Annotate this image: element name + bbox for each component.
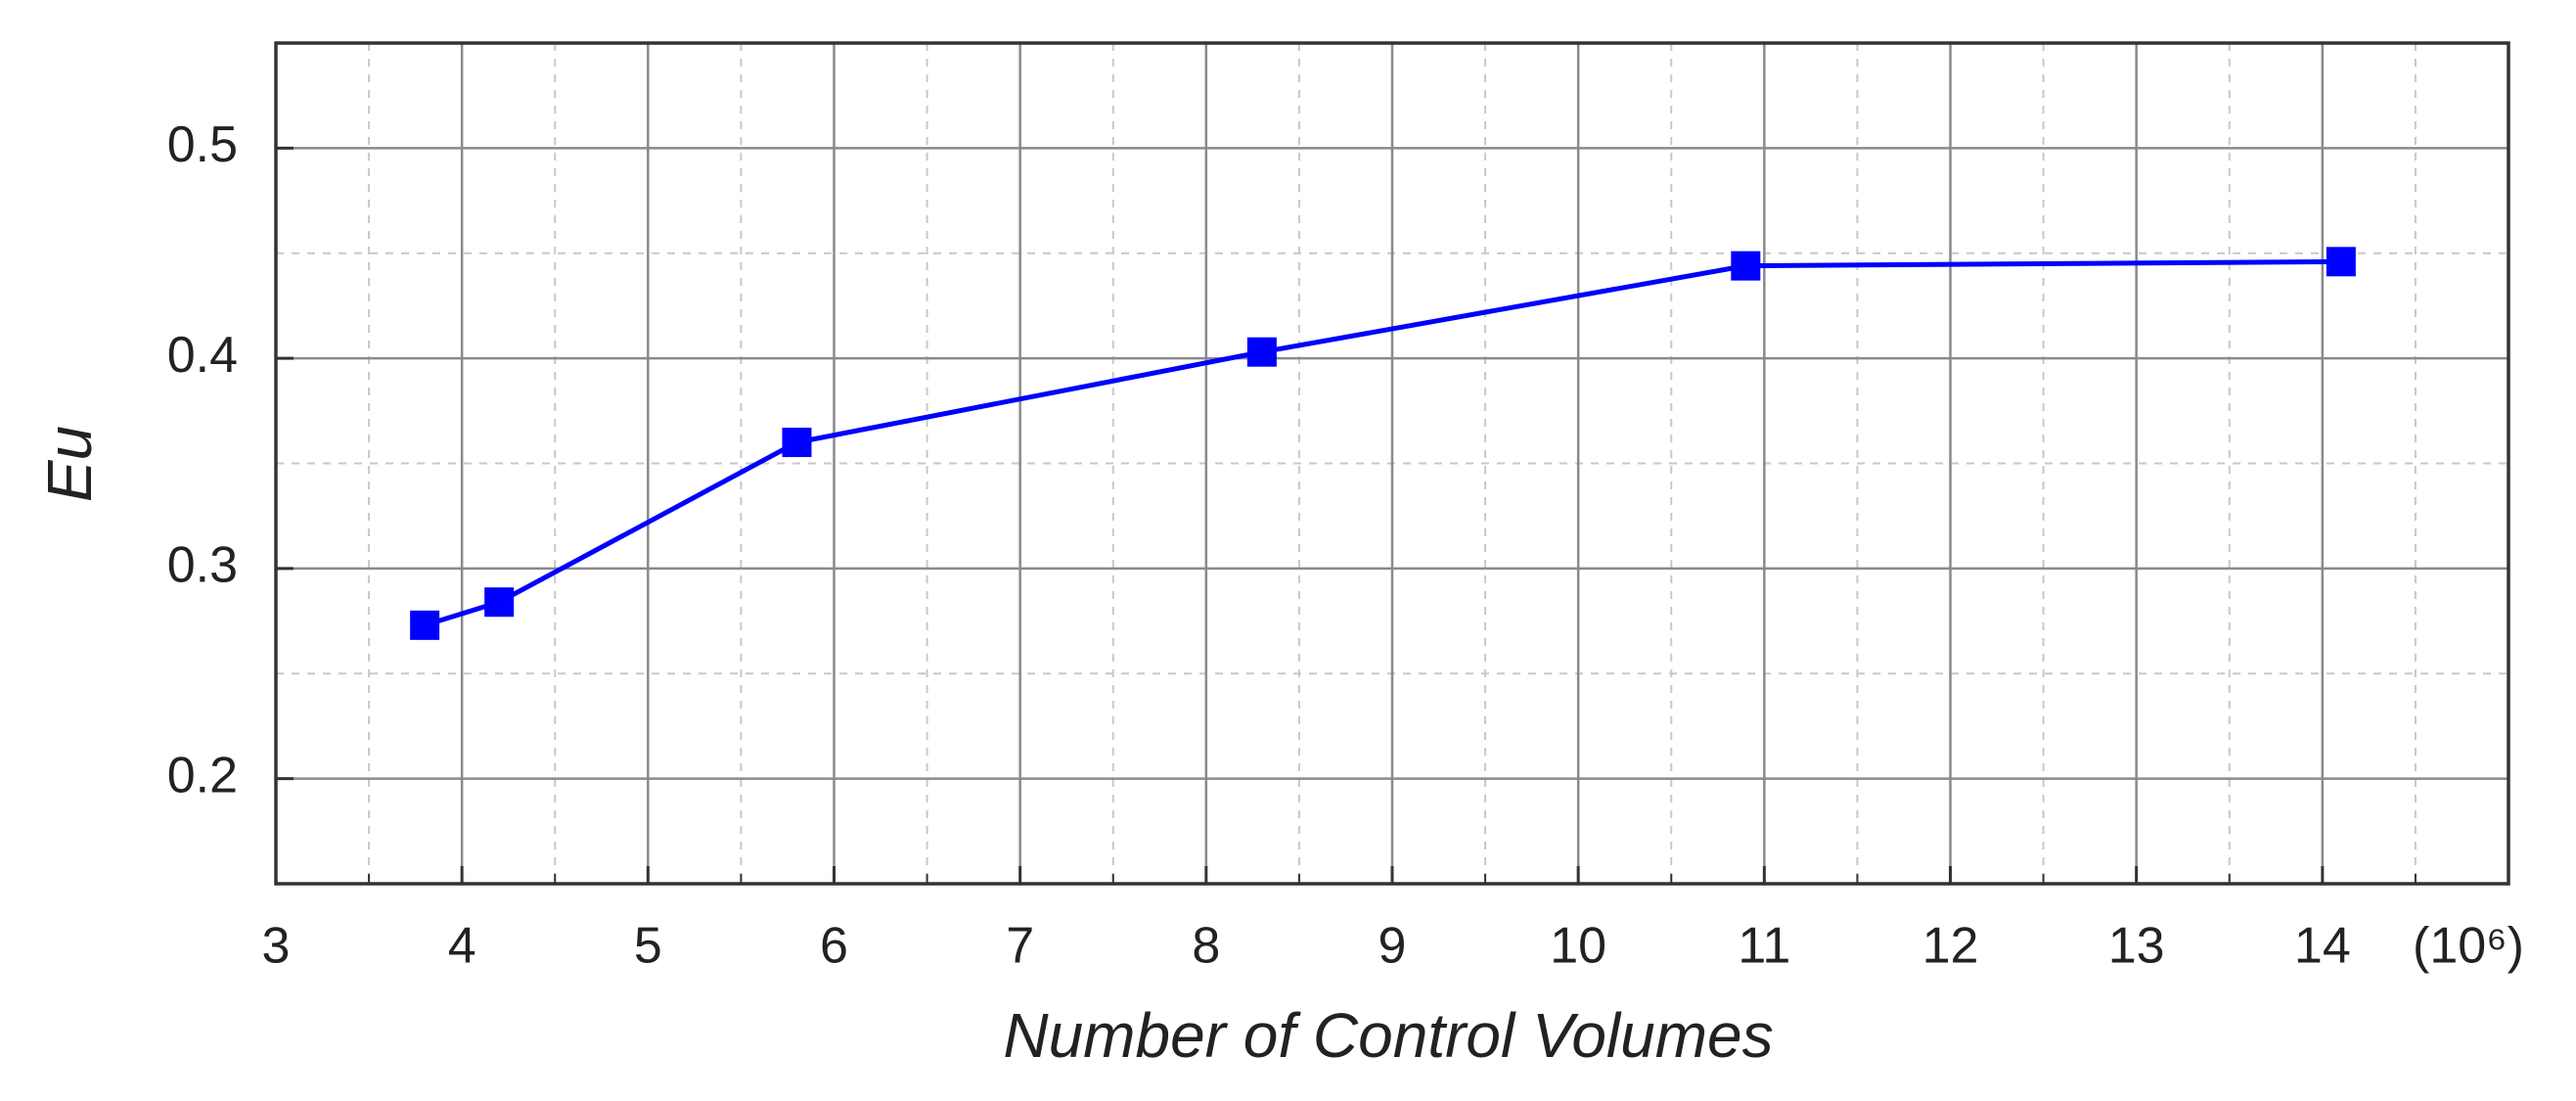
x-tick-label: 9 <box>1378 918 1407 975</box>
x-axis-title: Number of Control Volumes <box>1003 1000 1773 1071</box>
y-tick-label: 0.5 <box>167 116 238 173</box>
data-marker <box>410 610 440 640</box>
data-marker <box>1246 337 1277 367</box>
x-tick-label: 11 <box>1738 918 1790 975</box>
data-marker <box>1731 251 1761 281</box>
x-tick-label: 5 <box>634 918 662 975</box>
x-tick-label: 3 <box>262 918 291 975</box>
x-tick-label: 7 <box>1006 918 1034 975</box>
x-tick-label: 6 <box>820 918 848 975</box>
data-marker <box>782 428 812 458</box>
data-marker <box>484 587 515 618</box>
y-tick-label: 0.4 <box>167 327 238 384</box>
x-unit-label: (10⁶) <box>2413 918 2524 975</box>
x-tick-label: 14 <box>2294 918 2351 975</box>
data-marker <box>2326 247 2356 277</box>
y-tick-label: 0.2 <box>167 747 238 803</box>
x-tick-label: 8 <box>1192 918 1220 975</box>
x-tick-label: 10 <box>1550 918 1606 975</box>
plot-frame <box>274 41 2510 886</box>
x-tick-label: 4 <box>448 918 476 975</box>
y-tick-label: 0.3 <box>167 537 238 594</box>
x-tick-label: 12 <box>1922 918 1979 975</box>
data-line <box>424 258 2341 628</box>
y-axis-title: Eu <box>34 426 105 502</box>
x-tick-label: 13 <box>2108 918 2165 975</box>
